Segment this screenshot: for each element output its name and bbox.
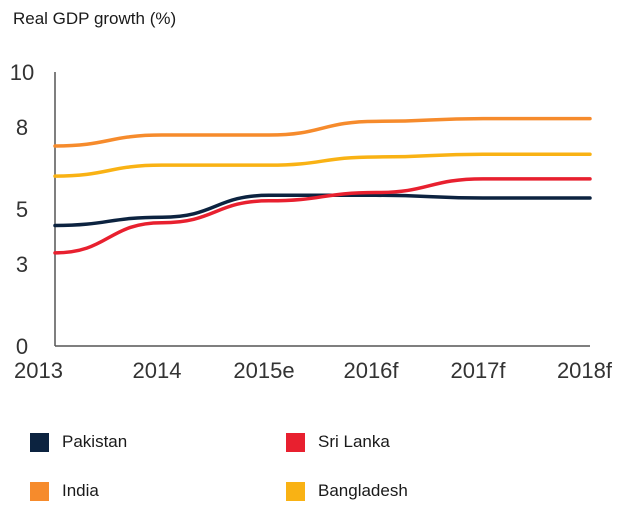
- legend-label-bangladesh: Bangladesh: [318, 481, 408, 500]
- legend-swatch-pakistan: [30, 432, 49, 452]
- y-tick-label: 0: [16, 334, 28, 359]
- chart-title: Real GDP growth (%): [13, 9, 177, 28]
- chart-tick-labels: 0 3 5 8 10 2013 2014 2015e 2016f 2017f 2018f: [10, 60, 613, 383]
- chart-series-lines: [53, 116, 592, 255]
- legend-item-bangladesh: Bangladesh: [286, 481, 408, 501]
- line-chart: 0 3 5 8 10 2013 2014 2015e 2016f 2017f 2018f: [10, 60, 613, 383]
- legend-label-india: India: [62, 481, 99, 500]
- legend-label-pakistan: Pakistan: [62, 432, 128, 451]
- legend-label-sri-lanka: Sri Lanka: [318, 432, 390, 451]
- legend-swatch-bangladesh: [286, 481, 305, 501]
- x-tick-label: 2018f: [557, 358, 613, 383]
- y-tick-label: 10: [10, 60, 34, 85]
- y-tick-label: 3: [16, 252, 28, 277]
- legend-item-sri-lanka: Sri Lanka: [286, 432, 390, 452]
- y-tick-label: 8: [16, 115, 28, 140]
- legend-swatch-sri-lanka: [286, 432, 305, 452]
- x-tick-label: 2013: [14, 358, 63, 383]
- series-line-india: [53, 116, 592, 148]
- x-tick-label: 2014: [133, 358, 182, 383]
- y-tick-label: 5: [16, 197, 28, 222]
- legend-item-pakistan: Pakistan: [30, 432, 127, 452]
- series-line-pakistan: [53, 193, 592, 228]
- x-tick-label: 2017f: [450, 358, 506, 383]
- series-line-bangladesh: [53, 152, 592, 178]
- series-line-sri-lanka: [53, 177, 592, 255]
- chart-axes: [54, 72, 590, 347]
- x-tick-label: 2015e: [233, 358, 294, 383]
- legend-item-india: India: [30, 481, 99, 501]
- x-tick-label: 2016f: [343, 358, 399, 383]
- legend-swatch-india: [30, 481, 49, 501]
